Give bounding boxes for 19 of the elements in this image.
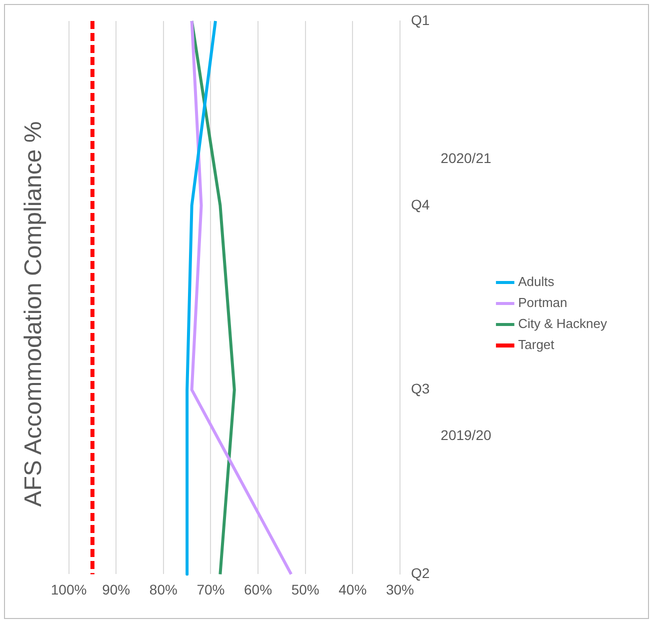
y-tick-label: Q2 bbox=[410, 565, 430, 582]
legend-label: City & Hackney bbox=[518, 316, 608, 332]
legend-label: Portman bbox=[518, 295, 568, 310]
legend-label: Adults bbox=[518, 274, 555, 290]
text: AFS Accommodation Compliance % bbox=[20, 121, 48, 507]
legend-label: Target bbox=[518, 337, 555, 352]
y-tick-label: Q4 bbox=[410, 196, 430, 212]
x-tick-label: 50% bbox=[291, 581, 320, 598]
x-tick-label: 80% bbox=[149, 581, 178, 598]
x-tick-label: 40% bbox=[338, 581, 367, 598]
x-tick-label: 60% bbox=[244, 581, 272, 598]
text: 2020/21 bbox=[440, 150, 492, 166]
x-tick-label: 100% bbox=[50, 581, 87, 598]
x-tick-label: 70% bbox=[196, 581, 225, 598]
x-tick-label: 90% bbox=[102, 581, 130, 598]
y-tick-label: Q3 bbox=[410, 380, 430, 397]
text: 2019/20 bbox=[440, 426, 492, 443]
y-tick-label: Q1 bbox=[410, 12, 430, 28]
x-tick-label: 30% bbox=[386, 581, 414, 598]
